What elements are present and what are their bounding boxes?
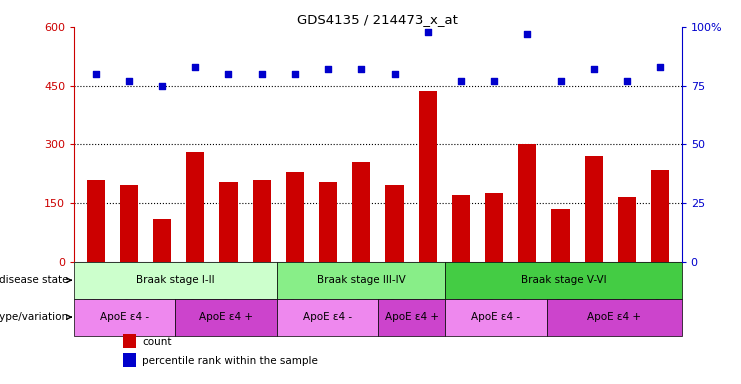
Bar bbox=[286, 172, 304, 262]
Text: Braak stage V-VI: Braak stage V-VI bbox=[521, 275, 606, 285]
Text: ApoE ε4 -: ApoE ε4 - bbox=[471, 312, 521, 322]
Bar bbox=[219, 182, 238, 262]
Bar bbox=[385, 185, 404, 262]
Text: Braak stage III-IV: Braak stage III-IV bbox=[316, 275, 405, 285]
Bar bbox=[651, 170, 669, 262]
Bar bbox=[445, 262, 682, 299]
Bar bbox=[123, 353, 136, 367]
Point bbox=[90, 71, 102, 77]
Bar bbox=[485, 193, 503, 262]
Bar bbox=[253, 180, 270, 262]
Bar bbox=[176, 299, 276, 336]
Text: ApoE ε4 +: ApoE ε4 + bbox=[199, 312, 253, 322]
Point bbox=[455, 78, 467, 84]
Bar bbox=[74, 262, 276, 299]
Bar bbox=[618, 197, 636, 262]
Bar bbox=[276, 262, 445, 299]
Point bbox=[388, 71, 400, 77]
Bar bbox=[585, 156, 603, 262]
Point bbox=[356, 66, 368, 72]
Bar bbox=[518, 144, 536, 262]
Point bbox=[554, 78, 566, 84]
Point bbox=[123, 78, 135, 84]
Point bbox=[621, 78, 633, 84]
Point bbox=[289, 71, 301, 77]
Point bbox=[256, 71, 268, 77]
Bar bbox=[186, 152, 205, 262]
Point bbox=[588, 66, 599, 72]
Bar bbox=[352, 162, 370, 262]
Point bbox=[488, 78, 500, 84]
Point bbox=[522, 31, 534, 37]
Text: disease state: disease state bbox=[0, 275, 68, 285]
Point bbox=[156, 83, 168, 89]
Text: genotype/variation: genotype/variation bbox=[0, 312, 68, 322]
Point bbox=[322, 66, 334, 72]
Bar bbox=[120, 185, 138, 262]
Text: ApoE ε4 -: ApoE ε4 - bbox=[303, 312, 352, 322]
Bar bbox=[74, 299, 176, 336]
Bar bbox=[547, 299, 682, 336]
Text: count: count bbox=[142, 337, 172, 347]
Bar bbox=[445, 299, 547, 336]
Bar bbox=[378, 299, 445, 336]
Point bbox=[422, 28, 433, 35]
Bar bbox=[276, 299, 378, 336]
Text: ApoE ε4 -: ApoE ε4 - bbox=[100, 312, 149, 322]
Text: ApoE ε4 +: ApoE ε4 + bbox=[385, 312, 439, 322]
Title: GDS4135 / 214473_x_at: GDS4135 / 214473_x_at bbox=[297, 13, 459, 26]
Bar bbox=[87, 180, 104, 262]
Text: percentile rank within the sample: percentile rank within the sample bbox=[142, 356, 318, 366]
Text: ApoE ε4 +: ApoE ε4 + bbox=[587, 312, 641, 322]
Point bbox=[222, 71, 234, 77]
Bar bbox=[452, 195, 470, 262]
Point bbox=[654, 64, 666, 70]
Point bbox=[190, 64, 202, 70]
Bar bbox=[419, 91, 437, 262]
Bar bbox=[153, 219, 171, 262]
Bar bbox=[123, 334, 136, 348]
Bar bbox=[319, 182, 337, 262]
Text: Braak stage I-II: Braak stage I-II bbox=[136, 275, 215, 285]
Bar bbox=[551, 209, 570, 262]
